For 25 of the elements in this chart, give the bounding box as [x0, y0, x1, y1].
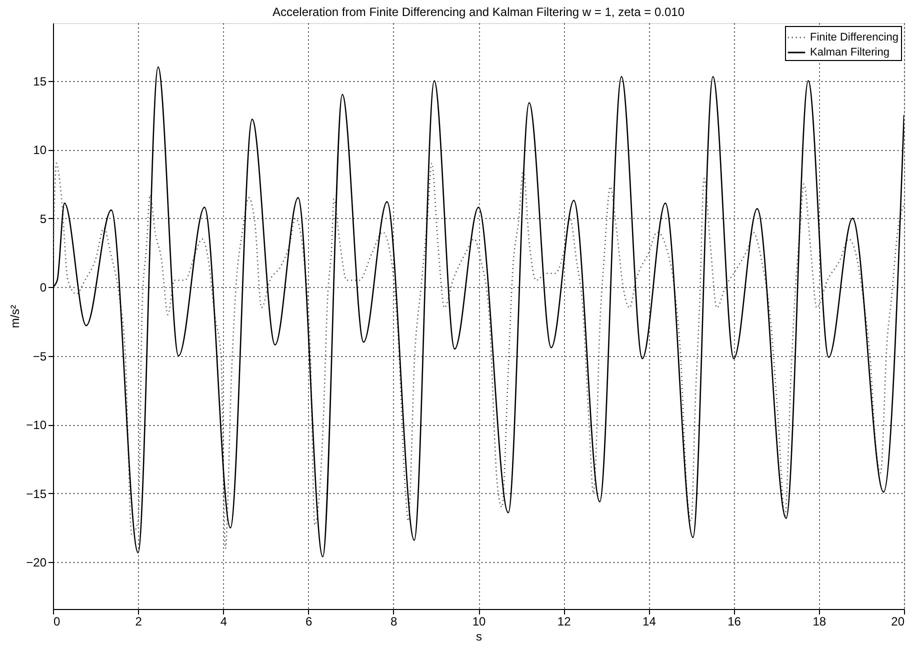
- x-tick-label: 12: [557, 614, 572, 628]
- y-tick-label: 5: [40, 212, 47, 226]
- x-tick-label: 6: [305, 614, 312, 628]
- legend-label: Finite Differencing: [810, 32, 898, 44]
- line-series: [53, 162, 904, 550]
- x-tick-label: 0: [54, 614, 60, 628]
- y-tick-label: 15: [33, 74, 47, 88]
- x-axis-title: s: [476, 630, 482, 644]
- x-tick-label: 10: [472, 614, 486, 628]
- y-tick-label: −10: [26, 418, 47, 432]
- x-tick-label: 2: [135, 614, 142, 628]
- legend-label: Kalman Filtering: [810, 46, 890, 58]
- y-tick-label: 0: [40, 280, 47, 295]
- x-tick-label: 14: [642, 614, 656, 628]
- y-tick-label: −20: [26, 556, 47, 570]
- y-axis-title: m/s²: [8, 304, 22, 328]
- x-tick-label: 20: [891, 614, 905, 628]
- x-tick-label: 16: [728, 614, 742, 628]
- y-tick-label: 10: [33, 143, 47, 158]
- x-tick-label: 8: [390, 614, 398, 628]
- chart-title: Acceleration from Finite Differencing and Kalman Filtering w = 1, zeta = 0.010: [272, 5, 685, 19]
- x-tick-label: 4: [220, 614, 228, 628]
- y-tick-label: −15: [26, 486, 47, 501]
- y-tick-label: −5: [32, 349, 47, 364]
- x-tick-label: 18: [812, 614, 826, 628]
